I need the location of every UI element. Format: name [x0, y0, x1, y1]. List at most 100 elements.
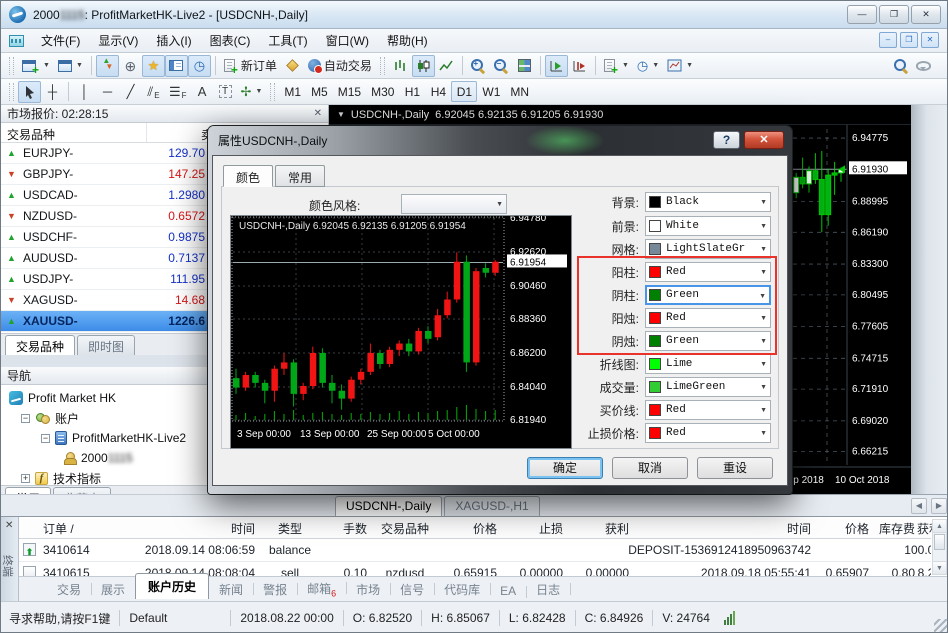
- auto-scroll-button[interactable]: [544, 54, 568, 77]
- menu-charts[interactable]: 图表(C): [209, 34, 251, 48]
- mdi-restore-button[interactable]: ❒: [900, 32, 918, 48]
- data-window-button[interactable]: ⊕: [119, 55, 142, 77]
- chart-tab-xagusd[interactable]: XAGUSD-,H1: [444, 496, 540, 516]
- new-chart-button[interactable]: + ▼: [18, 55, 54, 77]
- menu-window[interactable]: 窗口(W): [325, 34, 369, 48]
- autotrading-button[interactable]: 自动交易: [304, 55, 376, 77]
- horizontal-line-tool-button[interactable]: ─: [96, 81, 119, 103]
- zoom-in-button[interactable]: +: [467, 55, 490, 77]
- chart-tab-usdcnh[interactable]: USDCNH-,Daily: [335, 496, 443, 516]
- col-tp[interactable]: 获利: [604, 522, 629, 536]
- col-order[interactable]: 订单 /: [43, 522, 74, 536]
- dialog-title-bar[interactable]: 属性USDCNH-,Daily ? ✕: [208, 126, 792, 155]
- tree-item-server[interactable]: − ProfitMarketHK-Live2: [41, 431, 187, 445]
- col-swap[interactable]: 库存费: [878, 522, 915, 536]
- timeframe-m1-button[interactable]: M1: [284, 84, 302, 99]
- symbol-row-audusd[interactable]: ▲ AUDUSD- 0.7137: [1, 248, 328, 269]
- tree-item-indicators[interactable]: + f 技术指标: [21, 471, 102, 486]
- scroll-up-icon[interactable]: ▲: [933, 520, 946, 533]
- tab-news[interactable]: 新闻: [209, 578, 255, 601]
- chart-caret-icon[interactable]: ▼: [337, 110, 345, 119]
- fibonacci-tool-button[interactable]: ☰ F: [169, 83, 187, 100]
- strategy-tester-button[interactable]: ◷: [187, 54, 211, 77]
- expand-expander-icon[interactable]: +: [21, 472, 30, 483]
- symbol-row-eurjpy[interactable]: ▲ EURJPY- 129.70: [1, 143, 328, 164]
- periods-button[interactable]: ◷ ▼: [636, 58, 660, 73]
- toolbar-grip2[interactable]: [9, 82, 14, 101]
- col-lots[interactable]: 手数: [342, 522, 367, 536]
- history-row-balance[interactable]: ⬆ 3410614 2018.09.14 08:06:59 balance DE…: [19, 539, 931, 562]
- col-close-time[interactable]: 时间: [786, 522, 811, 536]
- tab-signals[interactable]: 信号: [390, 578, 436, 601]
- dialog-help-button[interactable]: ?: [713, 131, 740, 149]
- community-button[interactable]: [912, 55, 935, 77]
- ok-button[interactable]: 确定: [527, 457, 603, 479]
- timeframe-h1-button[interactable]: H1: [404, 84, 421, 99]
- bear-candle-color-select[interactable]: Green: [645, 331, 771, 351]
- timeframe-m5-button[interactable]: M5: [311, 84, 328, 99]
- symbol-row-usdcad[interactable]: ▲ USDCAD- 1.2980: [1, 185, 328, 206]
- tab-mailbox[interactable]: 邮箱6: [297, 577, 348, 601]
- metaeditor-button[interactable]: [281, 55, 304, 77]
- bar-chart-mode-button[interactable]: [389, 55, 412, 77]
- symbol-row-usdchf[interactable]: ▲ USDCHF- 0.9875: [1, 227, 328, 248]
- col-symbol[interactable]: 交易品种: [380, 522, 429, 536]
- tab-alerts[interactable]: 警报: [253, 578, 299, 601]
- tab-journal[interactable]: 日志: [526, 578, 572, 601]
- collapse-expander-icon[interactable]: −: [41, 432, 50, 443]
- chart-menu-icon[interactable]: [9, 34, 24, 47]
- tab-scroll-left-icon[interactable]: ◀: [911, 498, 927, 514]
- terminal-close-icon[interactable]: ✕: [5, 520, 14, 531]
- timeframe-m15-button[interactable]: M15: [337, 84, 362, 99]
- col-close-price[interactable]: 价格: [844, 522, 869, 536]
- mdi-minimize-button[interactable]: –: [879, 32, 897, 48]
- profiles-button[interactable]: ▼: [54, 55, 87, 77]
- symbol-row-usdjpy[interactable]: ▲ USDJPY- 111.95: [1, 269, 328, 290]
- tab-account-history[interactable]: 账户历史: [135, 573, 210, 599]
- tab-experts[interactable]: EA: [490, 581, 528, 601]
- color-scheme-select[interactable]: [401, 194, 507, 214]
- ask-line-color-select[interactable]: Red: [645, 400, 771, 420]
- tab-tick-chart[interactable]: 即时图: [77, 335, 136, 355]
- vertical-line-tool-button[interactable]: │: [73, 81, 96, 103]
- market-watch-close-icon[interactable]: ✕: [313, 108, 322, 119]
- restore-button[interactable]: ❐: [879, 5, 909, 24]
- templates-button[interactable]: ▼: [663, 55, 697, 77]
- zoom-out-button[interactable]: −: [490, 55, 513, 77]
- tile-windows-button[interactable]: [513, 55, 536, 77]
- bar-down-color-select[interactable]: Green: [645, 285, 771, 305]
- status-profile[interactable]: Default: [129, 611, 168, 625]
- background-color-select[interactable]: Black: [645, 192, 771, 212]
- tree-item-account[interactable]: 20001115: [1, 448, 328, 468]
- symbol-row-nzdusd[interactable]: ▼ NZDUSD- 0.6572: [1, 206, 328, 227]
- market-watch-toggle-button[interactable]: [95, 54, 119, 77]
- timeframe-w1-button[interactable]: W1: [482, 84, 501, 99]
- menu-file[interactable]: 文件(F): [41, 34, 81, 48]
- dialog-tab-colors[interactable]: 颜色: [223, 165, 274, 187]
- scroll-down-icon[interactable]: ▼: [933, 561, 946, 574]
- tab-trade[interactable]: 交易: [47, 578, 93, 601]
- tab-scroll-right-icon[interactable]: ▶: [931, 498, 947, 514]
- symbol-column-header[interactable]: 交易品种: [7, 128, 56, 142]
- timeframe-mn-button[interactable]: MN: [510, 84, 530, 99]
- arrows-tool-button[interactable]: ✢ ▼: [240, 83, 263, 99]
- mdi-close-button[interactable]: ✕: [921, 32, 939, 48]
- timeframe-h4-button[interactable]: H4: [430, 84, 447, 99]
- col-time[interactable]: 时间: [230, 522, 255, 536]
- resize-grip[interactable]: [934, 619, 947, 632]
- tab-code-base[interactable]: 代码库: [434, 578, 492, 601]
- menu-insert[interactable]: 插入(I): [156, 34, 192, 48]
- candlestick-mode-button[interactable]: [411, 54, 435, 77]
- timeframe-m30-button[interactable]: M30: [371, 84, 395, 99]
- line-chart-color-select[interactable]: Lime: [645, 354, 771, 374]
- bull-candle-color-select[interactable]: Red: [645, 308, 771, 328]
- close-button[interactable]: ✕: [911, 5, 941, 24]
- stop-levels-color-select[interactable]: Red: [645, 423, 771, 443]
- cursor-tool-button[interactable]: [18, 80, 41, 103]
- new-order-button[interactable]: + 新订单: [220, 55, 281, 77]
- tab-symbols[interactable]: 交易品种: [5, 335, 76, 355]
- col-price[interactable]: 价格: [472, 522, 497, 536]
- col-sl[interactable]: 止损: [538, 522, 563, 536]
- timeframe-d1-button[interactable]: D1: [451, 81, 478, 102]
- dialog-tab-common[interactable]: 常用: [275, 165, 326, 187]
